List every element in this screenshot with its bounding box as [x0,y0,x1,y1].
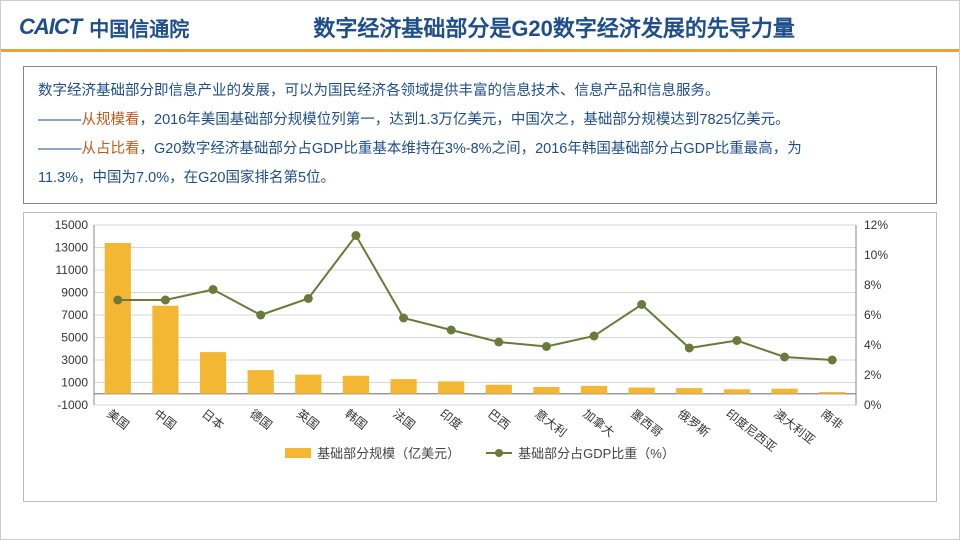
legend-line: 基础部分占GDP比重（%） [486,443,675,462]
header: CAICT 中国信通院 数字经济基础部分是G20数字经济发展的先导力量 [1,1,959,52]
chart-plot: -100010003000500070009000110001300015000… [32,219,928,439]
svg-text:2%: 2% [864,368,882,382]
page-title: 数字经济基础部分是G20数字经济发展的先导力量 [189,11,939,43]
svg-text:9000: 9000 [61,286,88,300]
svg-text:8%: 8% [864,278,882,292]
svg-text:6%: 6% [864,308,882,322]
legend-bar: 基础部分规模（亿美元） [285,443,460,462]
svg-text:13000: 13000 [55,241,89,255]
desc-line-1: 数字经济基础部分即信息产业的发展，可以为国民经济各领域提供丰富的信息技术、信息产… [38,77,922,106]
logo-text-cn: 中国信通院 [89,13,189,42]
svg-text:11000: 11000 [56,263,89,277]
svg-text:12%: 12% [864,219,888,232]
svg-text:15000: 15000 [55,219,89,232]
svg-text:5000: 5000 [61,331,88,345]
logo-text-en: CAICT [19,14,81,40]
svg-text:4%: 4% [864,338,882,352]
logo: CAICT 中国信通院 [19,13,189,42]
legend: 基础部分规模（亿美元） 基础部分占GDP比重（%） [32,443,928,462]
description-box: 数字经济基础部分即信息产业的发展，可以为国民经济各领域提供丰富的信息技术、信息产… [23,66,937,204]
legend-line-swatch [486,452,512,454]
chart-container: -100010003000500070009000110001300015000… [23,212,937,502]
svg-text:3000: 3000 [61,353,88,367]
desc-line-2: ———从规模看，2016年美国基础部分规模位列第一，达到1.3万亿美元，中国次之… [38,106,922,135]
svg-text:7000: 7000 [61,308,88,322]
desc-line-3: ———从占比看，G20数字经济基础部分占GDP比重基本维持在3%-8%之间，20… [38,135,922,164]
x-axis-labels: 美国中国日本德国英国韩国法国印度巴西意大利加拿大墨西哥俄罗斯印度尼西亚澳大利亚南… [32,405,928,439]
desc-line-4: 11.3%，中国为7.0%，在G20国家排名第5位。 [38,164,922,193]
slide: CAICT 中国信通院 数字经济基础部分是G20数字经济发展的先导力量 数字经济… [0,0,960,540]
svg-text:10%: 10% [864,248,888,262]
svg-text:1000: 1000 [61,376,88,390]
legend-bar-swatch [285,448,311,458]
